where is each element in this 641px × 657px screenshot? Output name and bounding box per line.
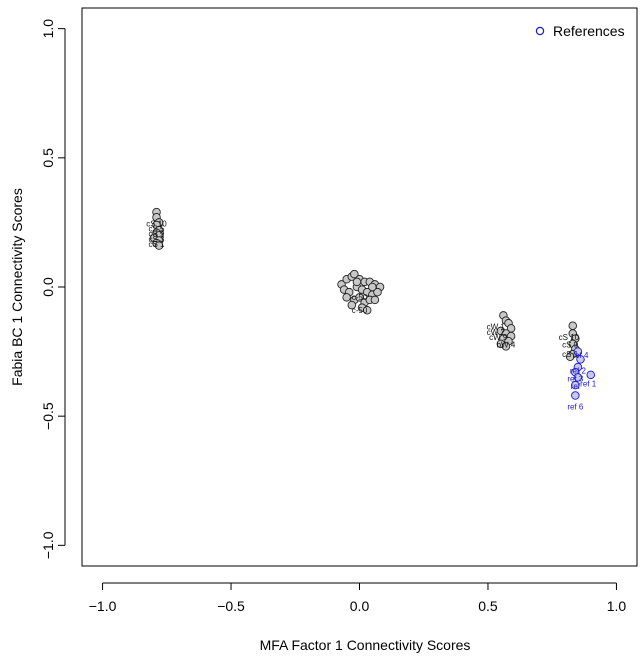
- reference-point: [573, 347, 583, 356]
- point-label: cS 9: [149, 230, 166, 239]
- point-label: c-50: [352, 293, 368, 302]
- compound-point: [342, 293, 351, 302]
- x-tick-label: −1.0: [89, 598, 117, 614]
- reference-point: [586, 370, 596, 380]
- point-label: c-50: [352, 306, 368, 315]
- reference-point: [573, 373, 583, 382]
- point-label: cS 1: [562, 350, 579, 359]
- compound-point: [368, 282, 377, 292]
- compound-point: [362, 306, 372, 315]
- x-tick-label: 1.0: [607, 598, 627, 614]
- point-label: cW 2: [487, 328, 506, 337]
- y-axis-title: Fabia BC 1 Connectivity Scores: [9, 188, 25, 386]
- legend-label-references: References: [553, 23, 625, 39]
- point-label: cS 3: [149, 235, 166, 244]
- y-axis: −1.0 −0.5 0.0 0.5 1.0: [40, 19, 66, 559]
- y-tick-label: −0.5: [40, 402, 56, 430]
- reference-point: [571, 391, 580, 400]
- compound-point: [373, 287, 382, 297]
- y-tick-label: 1.0: [40, 19, 56, 39]
- compound-point: [347, 300, 357, 310]
- y-tick-label: −1.0: [40, 531, 56, 559]
- x-axis: −1.0 −0.5 0.0 0.5 1.0: [89, 582, 627, 614]
- x-axis-title: MFA Factor 1 Connectivity Scores: [260, 637, 471, 653]
- compound-point: [352, 277, 362, 287]
- legend: References: [535, 23, 625, 39]
- data-points: [149, 207, 596, 400]
- point-label: cS 9: [562, 341, 579, 350]
- plot-frame: [81, 7, 638, 567]
- compound-point: [501, 342, 511, 351]
- x-tick-label: −0.5: [217, 598, 245, 614]
- point-label: bW 4: [497, 341, 516, 350]
- compound-point: [370, 295, 380, 305]
- y-tick-label: 0.5: [40, 148, 56, 168]
- reference-label: ref 6: [567, 403, 584, 412]
- y-tick-label: 0.0: [40, 277, 56, 297]
- point-label: cS 5: [149, 224, 166, 233]
- compound-point: [350, 269, 359, 279]
- point-label: cS 10: [559, 333, 580, 342]
- reference-label: ref 4: [572, 351, 589, 360]
- reference-point: [576, 355, 585, 364]
- reference-label: ref: [571, 382, 581, 391]
- compound-point: [568, 321, 578, 331]
- reference-label: ref 1: [580, 379, 597, 388]
- compound-point: [154, 241, 164, 250]
- x-tick-label: 0.5: [478, 598, 498, 614]
- compound-point: [355, 293, 364, 302]
- reference-label: ref 2: [570, 367, 587, 376]
- compound-point: [565, 352, 575, 362]
- point-label: cW 1: [487, 323, 506, 332]
- reference-label: ref 3: [567, 374, 584, 383]
- point-label: cS 10: [146, 219, 167, 228]
- point-label: cW 9: [489, 333, 508, 342]
- point-label: cS 1: [149, 240, 166, 249]
- reference-point: [571, 380, 580, 390]
- x-tick-label: 0.0: [350, 598, 370, 614]
- legend-marker-references: [535, 26, 545, 36]
